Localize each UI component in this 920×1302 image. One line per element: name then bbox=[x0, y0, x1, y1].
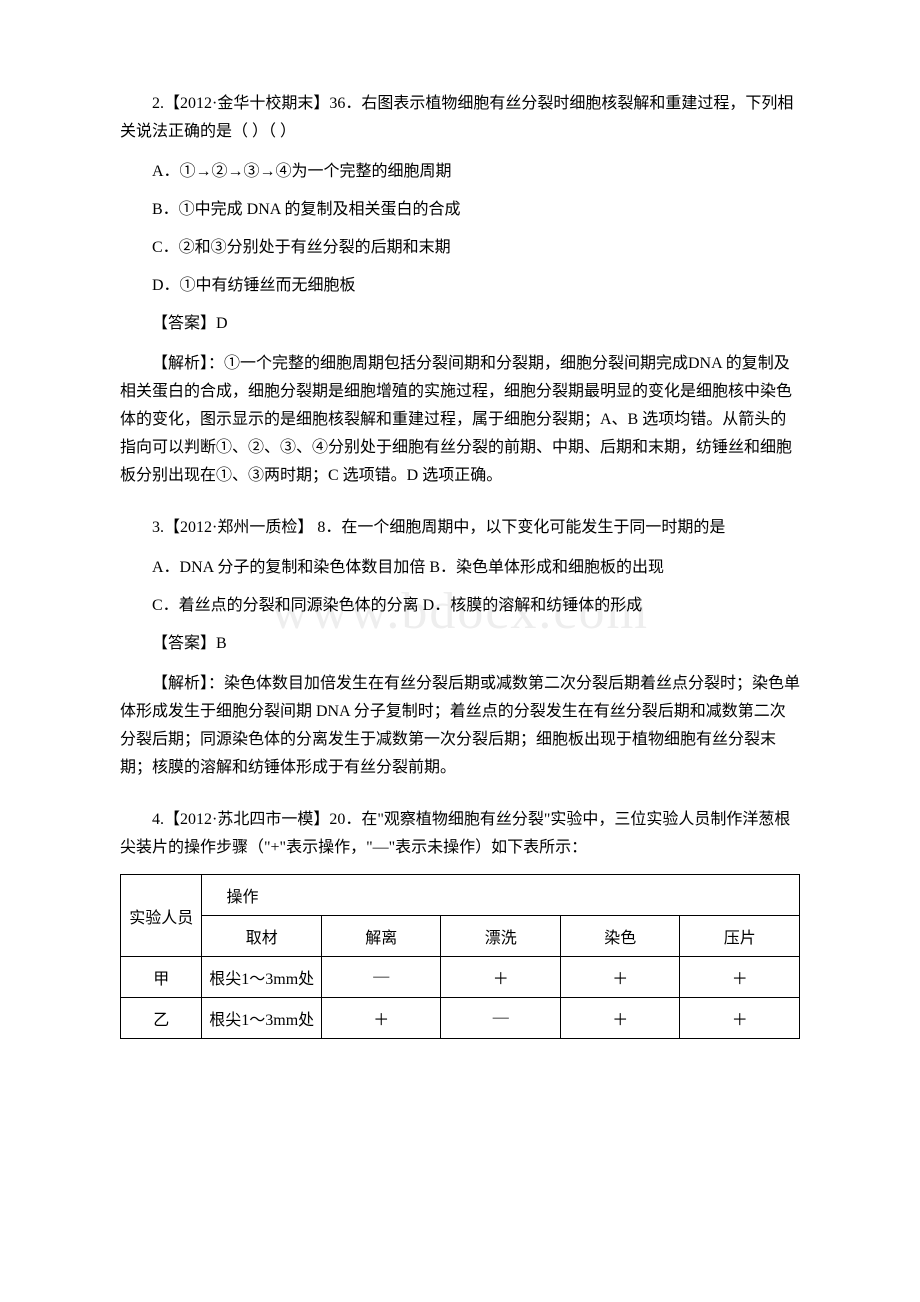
question-2: 2.【2012·金华十校期末】36．右图表示植物细胞有丝分裂时细胞核裂解和重建过… bbox=[120, 90, 800, 490]
cell-yapian: ＋ bbox=[680, 957, 800, 998]
th-person: 实验人员 bbox=[121, 875, 202, 957]
q3-option-ab: A．DNA 分子的复制和染色体数目加倍 B．染色单体形成和细胞板的出现 bbox=[120, 554, 800, 582]
q2-analysis: 【解析】：①一个完整的细胞周期包括分裂间期和分裂期，细胞分裂间期完成DNA 的复… bbox=[120, 350, 800, 490]
cell-caiqu: 根尖1～3mm处 bbox=[202, 957, 322, 998]
th-col-4: 压片 bbox=[680, 916, 800, 957]
q2-option-a: A．①→②→③→④为一个完整的细胞周期 bbox=[120, 158, 800, 186]
cell-ranse: ＋ bbox=[560, 998, 680, 1039]
question-3: 3.【2012·郑州一质检】 8．在一个细胞周期中，以下变化可能发生于同一时期的… bbox=[120, 514, 800, 782]
q2-answer: 【答案】D bbox=[120, 310, 800, 338]
cell-person: 甲 bbox=[121, 957, 202, 998]
cell-piaoxi: — bbox=[441, 998, 561, 1039]
table-row: 乙 根尖1～3mm处 ＋ — ＋ ＋ bbox=[121, 998, 800, 1039]
table-header-row-2: 取材 解离 漂洗 染色 压片 bbox=[121, 916, 800, 957]
q3-stem: 3.【2012·郑州一质检】 8．在一个细胞周期中，以下变化可能发生于同一时期的… bbox=[120, 514, 800, 542]
th-col-1: 解离 bbox=[321, 916, 441, 957]
cell-yapian: ＋ bbox=[680, 998, 800, 1039]
cell-piaoxi: ＋ bbox=[441, 957, 561, 998]
cell-caiqu: 根尖1～3mm处 bbox=[202, 998, 322, 1039]
q2-option-d: D．①中有纺锤丝而无细胞板 bbox=[120, 272, 800, 300]
cell-jieli: ＋ bbox=[321, 998, 441, 1039]
watermark-container: www.bdocx.com C．着丝点的分裂和同源染色体的分离 D．核膜的溶解和… bbox=[120, 592, 800, 620]
table-header-row-1: 实验人员 操作 bbox=[121, 875, 800, 916]
q4-stem: 4.【2012·苏北四市一模】20．在"观察植物细胞有丝分裂"实验中，三位实验人… bbox=[120, 806, 800, 862]
cell-person: 乙 bbox=[121, 998, 202, 1039]
cell-ranse: ＋ bbox=[560, 957, 680, 998]
th-col-2: 漂洗 bbox=[441, 916, 561, 957]
q3-option-cd: C．着丝点的分裂和同源染色体的分离 D．核膜的溶解和纺锤体的形成 bbox=[120, 592, 800, 620]
q2-stem: 2.【2012·金华十校期末】36．右图表示植物细胞有丝分裂时细胞核裂解和重建过… bbox=[120, 90, 800, 146]
q3-answer: 【答案】B bbox=[120, 630, 800, 658]
cell-jieli: — bbox=[321, 957, 441, 998]
th-caozuo: 操作 bbox=[202, 875, 800, 916]
q3-analysis: 【解析】：染色体数目加倍发生在有丝分裂后期或减数第二次分裂后期着丝点分裂时；染色… bbox=[120, 670, 800, 782]
q4-table: 实验人员 操作 取材 解离 漂洗 染色 压片 甲 根尖1～3mm处 — ＋ ＋ … bbox=[120, 874, 800, 1039]
q2-option-b: B．①中完成 DNA 的复制及相关蛋白的合成 bbox=[120, 196, 800, 224]
th-col-3: 染色 bbox=[560, 916, 680, 957]
q2-option-c: C．②和③分别处于有丝分裂的后期和末期 bbox=[120, 234, 800, 262]
table-row: 甲 根尖1～3mm处 — ＋ ＋ ＋ bbox=[121, 957, 800, 998]
th-col-0: 取材 bbox=[202, 916, 322, 957]
question-4: 4.【2012·苏北四市一模】20．在"观察植物细胞有丝分裂"实验中，三位实验人… bbox=[120, 806, 800, 1039]
